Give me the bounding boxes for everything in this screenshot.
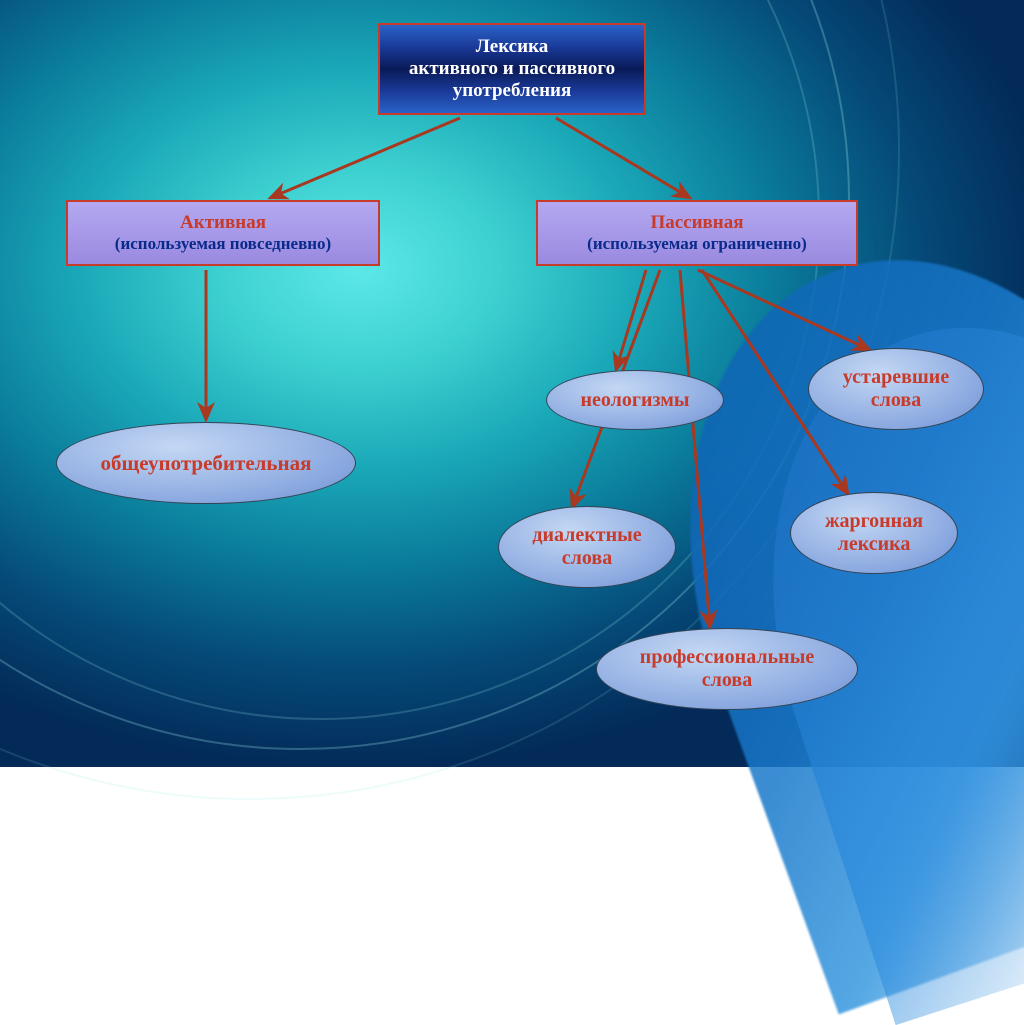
oval-text: устаревшие	[843, 366, 949, 389]
passive-title: Пассивная	[650, 212, 743, 234]
active-box: Активная (используемая повседневно)	[66, 200, 380, 266]
oval-dialect: диалектные слова	[498, 506, 676, 588]
oval-text: слова	[702, 669, 752, 692]
active-subtitle: (используемая повседневно)	[115, 234, 331, 254]
title-box: Лексика активного и пассивного употребле…	[378, 23, 646, 115]
oval-text: слова	[871, 389, 921, 412]
passive-box: Пассивная (используемая ограниченно)	[536, 200, 858, 266]
oval-text: общеупотребительная	[100, 451, 311, 476]
oval-common: общеупотребительная	[56, 422, 356, 504]
title-line: активного и пассивного	[409, 58, 615, 80]
oval-text: профессиональные	[640, 646, 814, 669]
oval-obsolete: устаревшие слова	[808, 348, 984, 430]
oval-text: диалектные	[532, 524, 641, 547]
active-title: Активная	[180, 212, 266, 234]
oval-neologisms: неологизмы	[546, 370, 724, 430]
oval-text: лексика	[838, 533, 911, 556]
oval-text: жаргонная	[825, 510, 923, 533]
title-line: употребления	[453, 80, 572, 102]
oval-text: неологизмы	[581, 389, 690, 412]
oval-professional: профессиональные слова	[596, 628, 858, 710]
oval-jargon: жаргонная лексика	[790, 492, 958, 574]
passive-subtitle: (используемая ограниченно)	[587, 234, 807, 254]
oval-text: слова	[562, 547, 612, 570]
title-line: Лексика	[476, 36, 548, 58]
